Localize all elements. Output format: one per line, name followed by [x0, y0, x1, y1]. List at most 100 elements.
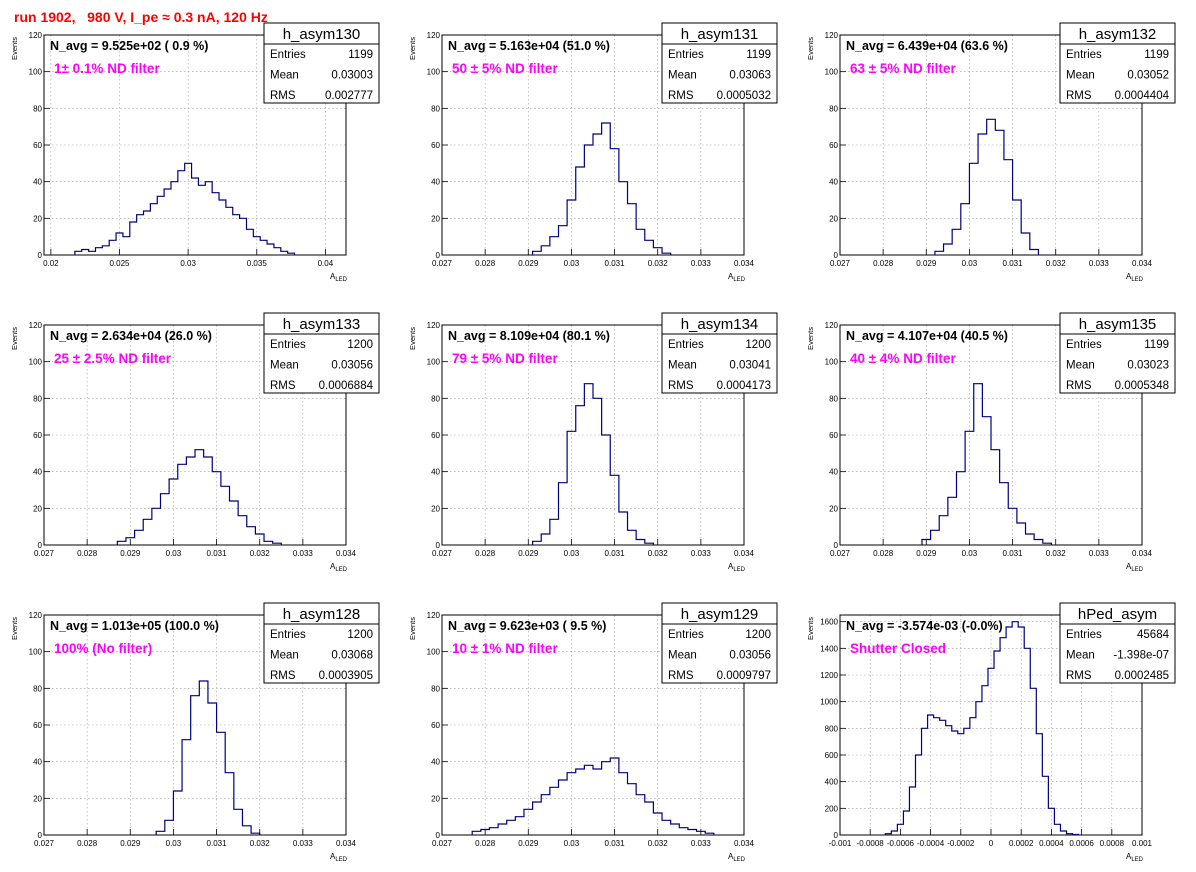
histogram-name: hPed_asym — [1078, 606, 1157, 623]
histogram-line — [884, 621, 1080, 836]
stats-key: Entries — [270, 339, 306, 351]
navg-label: N_avg = 4.107e+04 (40.5 %) — [846, 329, 1008, 343]
x-tick-label: 0.034 — [734, 549, 755, 558]
x-tick-label: 0.033 — [293, 839, 314, 848]
x-axis-label-subscript: LED — [335, 567, 347, 573]
stats-value: 0.0005348 — [1115, 380, 1169, 392]
x-axis-label: ALED — [728, 272, 746, 283]
y-tick-label: 60 — [431, 721, 440, 730]
y-tick-label: 40 — [431, 758, 440, 767]
x-tick-label: 0.032 — [648, 839, 669, 848]
x-axis-label-subscript: LED — [1131, 857, 1143, 863]
x-axis-label-subscript: LED — [733, 567, 745, 573]
histogram-panel: 0.027 0.028 0.029 0.03 0.031 0.032 0.033 0.034 0… — [10, 602, 380, 863]
x-tick-label: 0.031 — [605, 259, 626, 268]
stats-value: 0.0004404 — [1115, 90, 1170, 102]
y-axis-label: Events — [806, 327, 815, 350]
stats-value: 1199 — [348, 49, 373, 61]
x-axis-label: ALED — [1126, 852, 1144, 863]
filter-label: 63 ± 5% ND filter — [850, 61, 956, 76]
x-tick-label: 0.03 — [180, 259, 196, 268]
x-axis-label: ALED — [330, 562, 348, 573]
histogram-panel: 0.02 0.025 0.03 0.035 0.04 0 20 40 60 80 100 120 Eve… — [10, 22, 380, 283]
x-tick-label: 0.04 — [318, 259, 334, 268]
x-axis-label-subscript: LED — [1131, 567, 1143, 573]
y-tick-label: 80 — [829, 394, 838, 403]
y-axis-label: Events — [408, 37, 417, 60]
y-tick-label: 20 — [33, 214, 42, 223]
stats-value: 0.03068 — [331, 650, 373, 662]
y-tick-label: 1000 — [820, 698, 838, 707]
x-tick-label: 0.03 — [962, 549, 978, 558]
x-axis-label: ALED — [330, 272, 348, 283]
y-axis-label: Events — [10, 617, 19, 640]
x-tick-label: 0.034 — [1132, 259, 1153, 268]
x-tick-label: 0.0006 — [1069, 839, 1094, 848]
histogram-panel: -0.001 -0.0008 -0.0006 -0.0004 -0.0002 0 0.000… — [806, 602, 1176, 863]
y-axis-label: Events — [806, 37, 815, 60]
stats-key: Entries — [668, 629, 704, 641]
stats-key: Mean — [1066, 360, 1095, 372]
stats-key: Mean — [668, 650, 697, 662]
y-tick-label: 120 — [29, 611, 43, 620]
histogram-name: h_asym129 — [681, 606, 759, 623]
x-tick-label: 0.028 — [475, 839, 496, 848]
y-tick-label: 20 — [829, 214, 838, 223]
navg-label: N_avg = 2.634e+04 (26.0 %) — [50, 329, 212, 343]
y-tick-label: 0 — [38, 541, 43, 550]
y-tick-label: 800 — [825, 724, 839, 733]
histogram-line — [532, 122, 672, 255]
x-tick-label: 0.03 — [166, 839, 182, 848]
x-tick-label: 0.02 — [43, 259, 59, 268]
stats-value: 0.03041 — [729, 360, 771, 372]
histogram-panel: 0.027 0.028 0.029 0.03 0.031 0.032 0.033 0.034 0… — [408, 312, 778, 573]
y-tick-label: 400 — [825, 778, 839, 787]
x-tick-label: -0.0006 — [887, 839, 915, 848]
x-axis-label-subscript: LED — [335, 277, 347, 283]
y-tick-label: 60 — [33, 431, 42, 440]
x-tick-label: 0.034 — [734, 839, 755, 848]
y-tick-label: 80 — [431, 104, 440, 113]
x-tick-label: 0.029 — [518, 839, 539, 848]
x-tick-label: 0.032 — [1046, 259, 1067, 268]
x-axis-label: ALED — [330, 852, 348, 863]
stats-key: RMS — [270, 380, 296, 392]
stats-key: Entries — [668, 49, 704, 61]
stats-value: 1200 — [745, 629, 771, 641]
filter-label: 79 ± 5% ND filter — [452, 351, 558, 366]
x-axis-label-subscript: LED — [733, 277, 745, 283]
stats-key: Entries — [270, 49, 306, 61]
stats-key: Mean — [668, 360, 697, 372]
stats-value: 1200 — [745, 339, 771, 351]
stats-value: 0.0004173 — [717, 380, 771, 392]
y-tick-label: 80 — [431, 684, 440, 693]
x-tick-label: 0.032 — [250, 549, 271, 558]
y-tick-label: 20 — [829, 504, 838, 513]
x-tick-label: 0.035 — [247, 259, 268, 268]
y-tick-label: 40 — [829, 468, 838, 477]
x-tick-label: 0.03 — [564, 259, 580, 268]
y-tick-label: 1400 — [820, 644, 838, 653]
stats-box — [661, 602, 778, 684]
x-tick-label: 0.033 — [1089, 549, 1110, 558]
y-tick-label: 60 — [431, 141, 440, 150]
filter-label: 1± 0.1% ND filter — [54, 61, 160, 76]
stats-key: RMS — [270, 670, 296, 682]
y-tick-label: 60 — [431, 431, 440, 440]
x-tick-label: 0.03 — [564, 549, 580, 558]
stats-value: 0.0005032 — [717, 90, 771, 102]
stats-value: 0.03063 — [729, 70, 771, 82]
x-tick-label: 0.025 — [109, 259, 130, 268]
x-tick-label: 0.0008 — [1100, 839, 1125, 848]
y-tick-label: 100 — [427, 648, 441, 657]
histogram-name: h_asym130 — [283, 26, 361, 43]
y-tick-label: 600 — [825, 751, 839, 760]
x-tick-label: 0.033 — [691, 839, 712, 848]
stats-key: Entries — [1066, 629, 1102, 641]
x-tick-label: 0.032 — [648, 549, 669, 558]
y-tick-label: 120 — [29, 31, 43, 40]
stats-value: 0.002777 — [325, 90, 373, 102]
y-tick-label: 0 — [38, 831, 43, 840]
x-tick-label: -0.0004 — [917, 839, 945, 848]
stats-box — [1059, 22, 1176, 104]
